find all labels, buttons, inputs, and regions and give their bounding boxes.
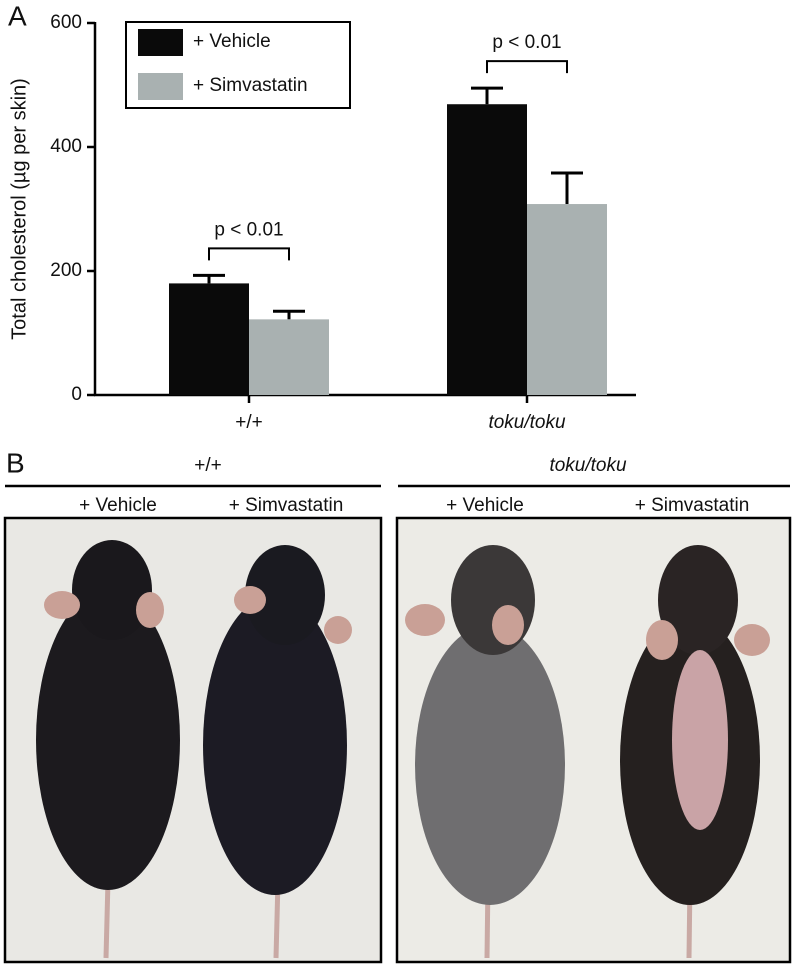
panel-label: B bbox=[6, 447, 25, 478]
photo bbox=[3, 516, 383, 964]
y-tick-label: 600 bbox=[50, 12, 82, 33]
significance-bracket bbox=[486, 60, 568, 74]
legend-label: + Simvastatin bbox=[193, 75, 308, 96]
y-tick-label: 200 bbox=[50, 260, 82, 281]
condition-label: + Vehicle bbox=[79, 495, 157, 516]
bar bbox=[169, 283, 249, 395]
group-title: +/+ bbox=[194, 455, 221, 476]
condition-label: + Simvastatin bbox=[229, 495, 344, 516]
x-tick-label: toku/toku bbox=[488, 412, 566, 433]
y-tick-label: 400 bbox=[50, 136, 82, 157]
annotation: p < 0.01 bbox=[214, 219, 283, 240]
legend-swatch bbox=[138, 29, 183, 56]
bar bbox=[447, 104, 527, 395]
y-tick-label: 0 bbox=[71, 384, 82, 405]
bar bbox=[527, 204, 607, 395]
annotation: p < 0.01 bbox=[492, 32, 561, 53]
y-axis-label: Total cholesterol (µg per skin) bbox=[8, 78, 30, 340]
legend-swatch bbox=[138, 73, 183, 100]
photo bbox=[395, 516, 792, 964]
significance-bracket bbox=[208, 247, 290, 261]
condition-label: + Vehicle bbox=[446, 495, 524, 516]
group-title: toku/toku bbox=[549, 455, 627, 476]
condition-label: + Simvastatin bbox=[635, 495, 750, 516]
bar bbox=[249, 319, 329, 395]
panel-label: A bbox=[8, 0, 27, 31]
legend-label: + Vehicle bbox=[193, 31, 271, 52]
x-tick-label: +/+ bbox=[235, 412, 262, 433]
